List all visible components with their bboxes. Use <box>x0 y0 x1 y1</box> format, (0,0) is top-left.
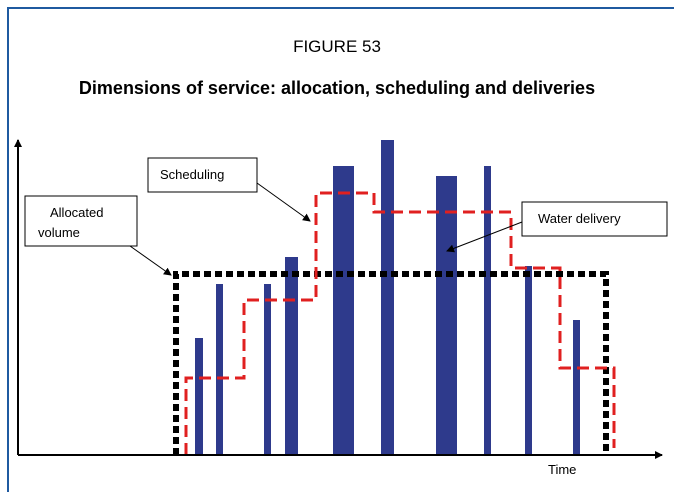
figure-title: Dimensions of service: allocation, sched… <box>79 78 595 98</box>
frame <box>7 7 674 492</box>
allocated-volume <box>173 271 609 455</box>
arrow <box>446 221 523 253</box>
bar <box>436 176 457 455</box>
annotation: volume <box>38 225 80 240</box>
bar <box>285 257 298 455</box>
annotation-box <box>24 195 138 247</box>
figure-label: FIGURE 53 <box>293 37 381 56</box>
scheduling-line <box>184 191 616 455</box>
annotation: Water delivery <box>538 211 621 226</box>
arrow <box>129 245 172 276</box>
bar <box>525 266 532 455</box>
annotation-box <box>521 201 668 237</box>
bar <box>333 166 354 455</box>
annotation: Scheduling <box>160 167 224 182</box>
bar <box>573 320 580 455</box>
bar <box>195 338 203 455</box>
bar <box>264 284 271 455</box>
annotation: Allocated <box>50 205 103 220</box>
x-axis-label: Time <box>548 462 576 477</box>
bar <box>381 140 394 455</box>
bar <box>216 284 223 455</box>
arrow <box>256 182 311 222</box>
bar <box>484 166 491 455</box>
delivery-bars <box>195 140 580 455</box>
annotation-box <box>147 157 258 193</box>
